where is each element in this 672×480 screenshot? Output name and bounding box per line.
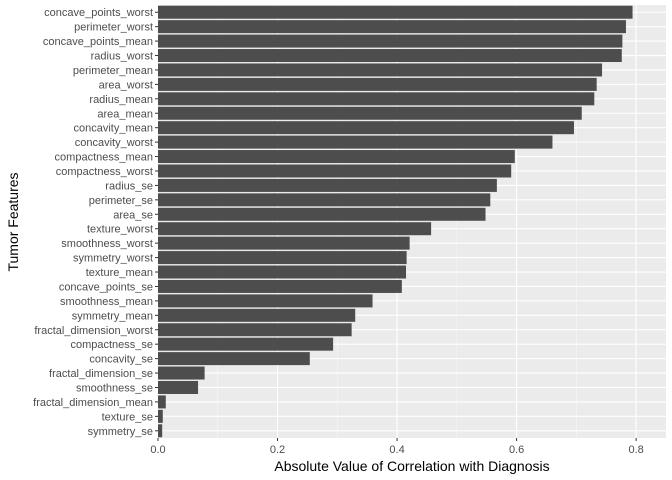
x-tick-label: 0.6 (509, 444, 524, 456)
y-tick-label: perimeter_mean (73, 65, 153, 77)
y-tick-label: area_mean (97, 108, 153, 120)
y-tick-label: fractal_dimension_worst (34, 325, 153, 337)
bar-concave_points_worst (158, 5, 633, 19)
bar-radius_se (158, 178, 497, 192)
y-tick-label: perimeter_worst (74, 22, 153, 34)
bar-perimeter_se (158, 193, 491, 207)
y-tick-label: concave_points_se (59, 281, 153, 293)
x-axis-title: Absolute Value of Correlation with Diagn… (274, 458, 549, 474)
y-tick-label: texture_se (102, 411, 153, 423)
bars (158, 5, 633, 438)
y-axis-ticks: concave_points_worst perimeter_worstconca… (33, 7, 158, 438)
plot-panel (158, 5, 666, 438)
bar-texture_mean (158, 265, 407, 279)
y-tick-label: smoothness_se (76, 382, 153, 394)
bar-symmetry_mean (158, 308, 356, 322)
bar-concavity_se (158, 352, 310, 366)
bar-concave_points_mean (158, 34, 623, 48)
x-tick-label: 0.0 (150, 444, 165, 456)
bar-concavity_worst (158, 135, 553, 149)
y-tick-label: compactness_worst (56, 166, 153, 178)
bar-smoothness_worst (158, 236, 410, 250)
y-tick-label: smoothness_worst (61, 238, 153, 250)
bar-fractal_dimension_mean (158, 395, 166, 409)
y-tick-label: perimeter_se (89, 195, 153, 207)
y-tick-label: concavity_worst (75, 137, 153, 149)
y-tick-label: symmetry_se (88, 426, 153, 438)
bar-radius_worst (158, 49, 622, 63)
y-tick-label: concave_points_mean (43, 36, 153, 48)
y-tick-label: texture_worst (87, 224, 153, 236)
y-tick-label: radius_worst (91, 51, 153, 63)
y-tick-label: fractal_dimension_se (49, 368, 153, 380)
y-tick-label: concavity_mean (74, 123, 154, 135)
bar-compactness_mean (158, 150, 515, 164)
y-tick-label: area_se (113, 209, 153, 221)
bar-texture_se (158, 409, 163, 423)
y-tick-label: radius_se (105, 180, 153, 192)
bar-symmetry_worst (158, 251, 407, 265)
x-axis-ticks: 0.0 0.2 0.4 0.6 0.8 (150, 438, 644, 456)
y-tick-label: smoothness_mean (60, 296, 153, 308)
bar-fractal_dimension_worst (158, 323, 352, 337)
bar-area_mean (158, 106, 582, 120)
bar-smoothness_se (158, 380, 199, 394)
bar-symmetry_se (158, 424, 163, 438)
y-tick-label: fractal_dimension_mean (33, 397, 153, 409)
bar-radius_mean (158, 92, 595, 106)
bar-area_worst (158, 77, 597, 91)
y-axis-title: Tumor Features (5, 172, 21, 271)
bar-texture_worst (158, 222, 432, 236)
x-tick-label: 0.4 (389, 444, 404, 456)
y-tick-label: texture_mean (86, 267, 153, 279)
y-tick-label: symmetry_worst (73, 253, 153, 265)
y-tick-label: area_worst (99, 79, 153, 91)
x-tick-label: 0.2 (270, 444, 285, 456)
y-tick-label: concavity_se (89, 354, 153, 366)
bar-fractal_dimension_se (158, 366, 205, 380)
bar-compactness_se (158, 337, 334, 351)
y-tick-label: compactness_mean (55, 152, 153, 164)
y-tick-label: compactness_se (70, 339, 153, 351)
bar-concave_points_se (158, 279, 402, 293)
bar-perimeter_mean (158, 63, 603, 77)
x-tick-label: 0.8 (628, 444, 643, 456)
bar-concavity_mean (158, 121, 574, 135)
bar-smoothness_mean (158, 294, 373, 308)
bar-area_se (158, 207, 486, 221)
y-tick-label: radius_mean (89, 94, 153, 106)
y-tick-label: symmetry_mean (72, 310, 153, 322)
minor-gridlines (217, 5, 577, 438)
bar-perimeter_worst (158, 20, 626, 34)
bar-compactness_worst (158, 164, 512, 178)
y-tick-label: concave_points_worst (44, 7, 153, 19)
